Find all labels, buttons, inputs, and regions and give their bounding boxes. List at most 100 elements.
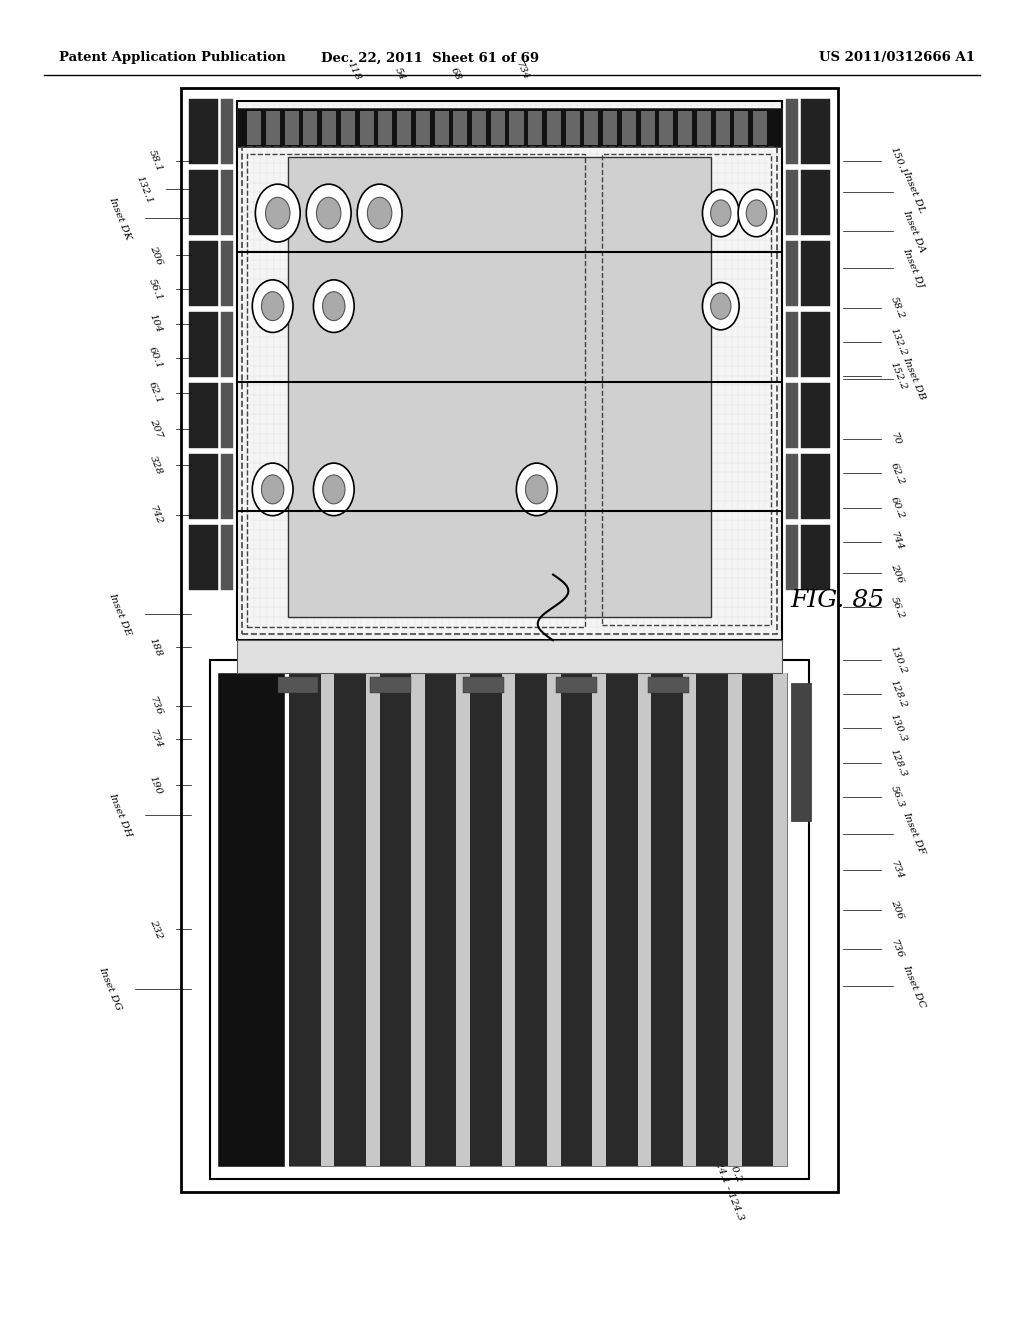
Text: 742: 742 bbox=[147, 504, 164, 527]
Point bbox=[584, 770, 600, 791]
Point bbox=[433, 680, 450, 701]
Point bbox=[305, 1064, 322, 1085]
Point bbox=[391, 696, 408, 717]
Point bbox=[305, 1049, 322, 1071]
Point bbox=[584, 680, 600, 701]
Point bbox=[519, 975, 536, 997]
Bar bbox=[786, 170, 798, 235]
Point bbox=[541, 1064, 557, 1085]
Point bbox=[476, 828, 493, 849]
Point bbox=[370, 739, 386, 760]
Text: 58.2: 58.2 bbox=[889, 296, 906, 321]
Point bbox=[498, 828, 514, 849]
Point bbox=[690, 770, 707, 791]
Point bbox=[712, 1035, 728, 1056]
Point bbox=[433, 931, 450, 952]
Point bbox=[391, 842, 408, 863]
Point bbox=[433, 916, 450, 937]
Point bbox=[541, 784, 557, 805]
Point bbox=[370, 813, 386, 834]
Point bbox=[413, 813, 429, 834]
Point bbox=[604, 1064, 621, 1085]
Point bbox=[498, 784, 514, 805]
Point bbox=[584, 696, 600, 717]
Point bbox=[712, 696, 728, 717]
Point bbox=[604, 916, 621, 937]
Point bbox=[669, 1019, 685, 1040]
Point bbox=[584, 1064, 600, 1085]
Bar bbox=[371, 677, 412, 693]
Point bbox=[455, 1019, 471, 1040]
Bar bbox=[366, 673, 380, 1166]
Point bbox=[413, 1005, 429, 1026]
Point bbox=[733, 754, 750, 775]
Point bbox=[455, 916, 471, 937]
Point bbox=[498, 946, 514, 968]
Point bbox=[519, 1078, 536, 1100]
Point bbox=[519, 799, 536, 820]
Point bbox=[669, 1093, 685, 1114]
Point bbox=[647, 916, 664, 937]
Point bbox=[476, 887, 493, 908]
Point bbox=[626, 1049, 642, 1071]
Bar bbox=[359, 111, 374, 145]
Text: 206: 206 bbox=[147, 244, 164, 267]
Bar bbox=[425, 673, 457, 1166]
Bar bbox=[218, 673, 284, 1166]
Point bbox=[455, 680, 471, 701]
Point bbox=[647, 990, 664, 1011]
Bar bbox=[189, 383, 218, 449]
Text: 190: 190 bbox=[147, 774, 164, 796]
Point bbox=[476, 696, 493, 717]
Point bbox=[498, 1107, 514, 1129]
Point bbox=[433, 813, 450, 834]
Point bbox=[327, 858, 343, 879]
Point bbox=[519, 1138, 536, 1159]
Point bbox=[455, 902, 471, 923]
Point bbox=[647, 828, 664, 849]
Point bbox=[327, 710, 343, 731]
Bar bbox=[490, 111, 505, 145]
Text: 54: 54 bbox=[393, 66, 407, 82]
Point bbox=[584, 1019, 600, 1040]
Point bbox=[647, 1064, 664, 1085]
Point bbox=[519, 770, 536, 791]
Point bbox=[733, 725, 750, 746]
Point bbox=[348, 916, 365, 937]
Point bbox=[626, 887, 642, 908]
Point bbox=[433, 975, 450, 997]
Point bbox=[519, 784, 536, 805]
Point bbox=[647, 784, 664, 805]
Point bbox=[712, 858, 728, 879]
Point bbox=[433, 1035, 450, 1056]
Point bbox=[433, 842, 450, 863]
Point bbox=[455, 1138, 471, 1159]
Point bbox=[455, 1093, 471, 1114]
Point bbox=[604, 1078, 621, 1100]
Bar bbox=[237, 108, 782, 148]
Point bbox=[690, 1049, 707, 1071]
Point bbox=[498, 680, 514, 701]
Bar bbox=[247, 111, 261, 145]
Point bbox=[604, 902, 621, 923]
Point bbox=[498, 739, 514, 760]
Point bbox=[626, 1107, 642, 1129]
Point bbox=[712, 770, 728, 791]
Point bbox=[476, 975, 493, 997]
Point bbox=[669, 799, 685, 820]
Point bbox=[604, 754, 621, 775]
Point bbox=[712, 813, 728, 834]
Point bbox=[519, 902, 536, 923]
Point bbox=[519, 1035, 536, 1056]
Point bbox=[712, 1123, 728, 1144]
Point bbox=[305, 946, 322, 968]
Text: 130.3: 130.3 bbox=[889, 713, 908, 744]
Circle shape bbox=[516, 463, 557, 516]
Point bbox=[455, 1064, 471, 1085]
Point bbox=[690, 990, 707, 1011]
Point bbox=[626, 1005, 642, 1026]
Point bbox=[584, 1123, 600, 1144]
Point bbox=[733, 1049, 750, 1071]
Point bbox=[327, 1019, 343, 1040]
Point bbox=[519, 887, 536, 908]
